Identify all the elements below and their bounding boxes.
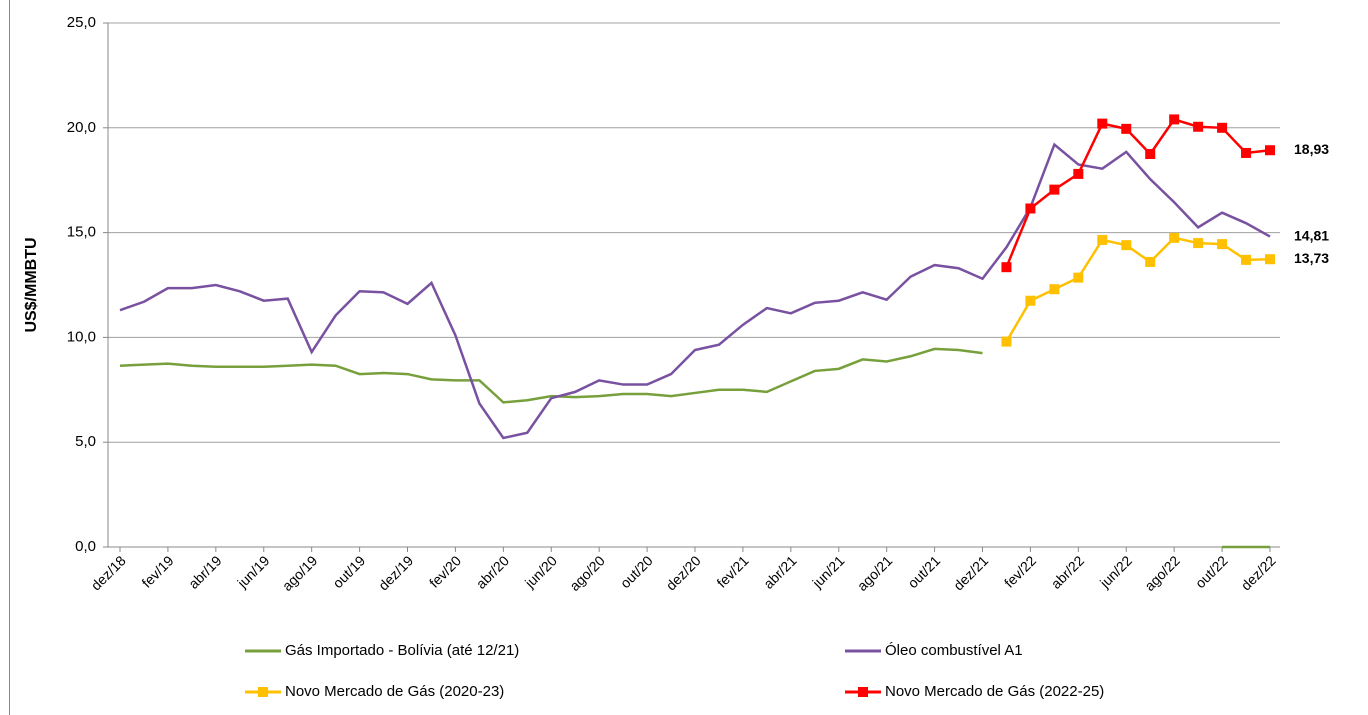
x-tick-label: abr/22 <box>1048 552 1088 592</box>
x-tick-label: fev/19 <box>138 552 176 590</box>
point-marker <box>1169 232 1180 243</box>
x-tick-label: out/22 <box>1192 552 1231 591</box>
point-marker <box>1025 203 1036 214</box>
legend-marker <box>858 687 868 697</box>
x-tick-label: dez/21 <box>950 552 991 593</box>
series-line <box>1005 117 1271 268</box>
x-tick-label: out/20 <box>617 552 656 591</box>
x-tick-label: dez/19 <box>375 552 416 593</box>
y-tick-label: 0,0 <box>75 538 96 555</box>
point-marker <box>1073 168 1084 179</box>
x-tick-label: abr/21 <box>760 552 800 592</box>
point-marker <box>1265 145 1275 156</box>
point-marker <box>1001 262 1012 273</box>
y-tick-label: 20,0 <box>67 119 96 136</box>
x-tick-label: ago/20 <box>566 552 608 594</box>
x-tick-label: dez/18 <box>88 552 129 593</box>
value-label: 13,73 <box>1294 250 1329 266</box>
point-marker <box>1193 121 1204 132</box>
point-marker <box>1025 295 1036 306</box>
x-tick-label: fev/22 <box>1001 552 1039 590</box>
legend-label: Novo Mercado de Gás (2022-25) <box>885 683 1104 700</box>
series-line <box>1005 236 1271 343</box>
point-marker <box>1241 254 1252 265</box>
legend-marker <box>258 687 268 697</box>
x-tick-label: ago/19 <box>279 552 321 594</box>
y-tick-label: 10,0 <box>67 328 96 345</box>
series-line <box>119 347 1270 549</box>
x-tick-label: out/21 <box>904 552 943 591</box>
point-marker <box>1073 272 1084 283</box>
x-tick-label: ago/21 <box>854 552 896 594</box>
x-tick-label: jun/22 <box>1096 552 1135 591</box>
legend-label: Óleo combustível A1 <box>885 642 1023 659</box>
point-marker <box>1145 149 1156 159</box>
x-tick-label: jun/20 <box>521 552 560 591</box>
legend-label: Gás Importado - Bolívia (até 12/21) <box>285 642 519 659</box>
y-tick-label: 15,0 <box>67 224 96 241</box>
point-marker <box>1001 336 1012 347</box>
y-axis-label: US$/MMBTU <box>23 237 40 332</box>
x-tick-label: abr/19 <box>185 552 225 592</box>
x-tick-label: abr/20 <box>473 552 513 592</box>
x-tick-label: dez/20 <box>663 552 704 593</box>
point-marker <box>1169 114 1180 125</box>
point-marker <box>1217 239 1228 250</box>
point-marker <box>1049 284 1060 295</box>
point-marker <box>1193 238 1204 249</box>
x-tick-label: jun/19 <box>233 552 272 591</box>
x-tick-label: fev/20 <box>426 552 464 590</box>
value-label: 14,81 <box>1294 227 1329 243</box>
x-tick-label: ago/22 <box>1141 552 1183 594</box>
x-tick-label: fev/21 <box>713 552 751 590</box>
point-marker <box>1121 123 1132 134</box>
point-marker <box>1121 240 1132 251</box>
point-marker <box>1241 147 1252 158</box>
legend-label: Novo Mercado de Gás (2020-23) <box>285 683 504 700</box>
point-marker <box>1049 184 1060 195</box>
point-marker <box>1097 234 1108 245</box>
x-tick-label: dez/22 <box>1238 552 1279 593</box>
y-tick-label: 5,0 <box>75 433 96 450</box>
x-tick-label: out/19 <box>329 552 368 591</box>
series-line <box>119 142 1271 440</box>
point-marker <box>1145 256 1156 267</box>
value-label: 18,93 <box>1294 141 1329 157</box>
y-tick-label: 25,0 <box>67 14 96 31</box>
point-marker <box>1217 122 1228 133</box>
point-marker <box>1265 254 1275 265</box>
x-tick-label: jun/21 <box>808 552 847 591</box>
point-marker <box>1097 118 1108 129</box>
